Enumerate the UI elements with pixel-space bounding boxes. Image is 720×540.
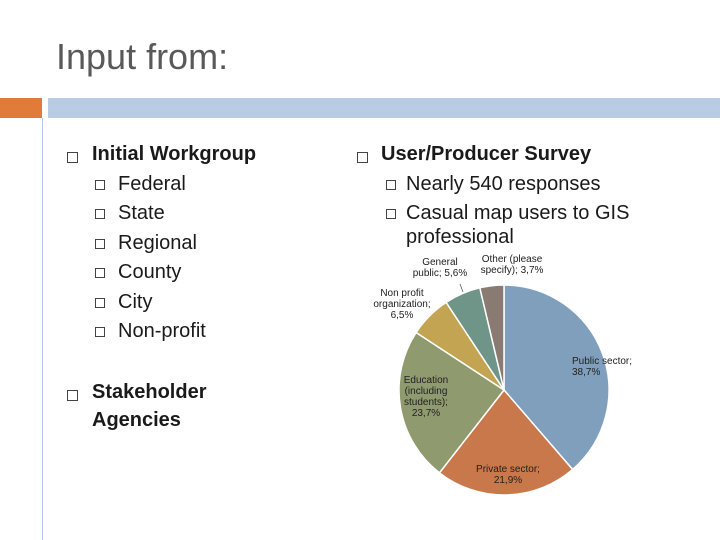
bullet-stakeholder: Stakeholder <box>92 381 207 403</box>
pie-slice-label: General public; 5,6% <box>413 257 468 279</box>
pie-slice <box>503 284 610 471</box>
bullet-box-icon <box>95 268 105 278</box>
subitem-non-profit: Non-profit <box>118 320 206 342</box>
bullet-box-icon <box>95 209 105 219</box>
pie-slice <box>478 284 505 391</box>
subitem-casual-users: Casual map users to GIS <box>406 202 630 224</box>
bullet-box-icon <box>386 180 396 190</box>
pie-slice <box>438 388 574 496</box>
subitem-casual-users-cont: professional <box>406 226 514 248</box>
pie-slice-label: Non profit organization; 6,5% <box>373 288 430 321</box>
pie-slice-label: Education (including students); 23,7% <box>404 375 448 419</box>
pie-slice-label: Other (please specify); 3,7% <box>481 254 544 276</box>
bullet-user-producer-survey: User/Producer Survey <box>381 143 592 165</box>
subitem-state: State <box>118 202 165 224</box>
accent-bar-orange <box>0 98 42 118</box>
bullet-box-icon <box>95 239 105 249</box>
bullet-box-icon <box>95 180 105 190</box>
label-leader-line <box>459 283 464 293</box>
bullet-initial-workgroup: Initial Workgroup <box>92 143 257 165</box>
bullet-box-icon <box>67 152 78 163</box>
bullet-box-icon <box>95 298 105 308</box>
bullet-box-icon <box>95 327 105 337</box>
subitem-city: City <box>118 291 153 313</box>
pie-slice-label: Public sector; 38,7% <box>572 356 632 378</box>
subitem-federal: Federal <box>118 173 186 195</box>
bullet-box-icon <box>357 152 368 163</box>
bullet-box-icon <box>67 390 78 401</box>
subitem-county: County <box>118 261 182 283</box>
slide-title: Input from: <box>56 36 229 77</box>
pie-slice <box>398 331 506 474</box>
left-divider <box>42 118 43 540</box>
pie-slice-label: Private sector; 21,9% <box>476 464 540 486</box>
bullet-stakeholder-cont: Agencies <box>92 409 181 431</box>
subitem-responses: Nearly 540 responses <box>406 173 601 195</box>
accent-bar-blue <box>48 98 720 118</box>
bullet-box-icon <box>386 209 396 219</box>
subitem-regional: Regional <box>118 232 197 254</box>
